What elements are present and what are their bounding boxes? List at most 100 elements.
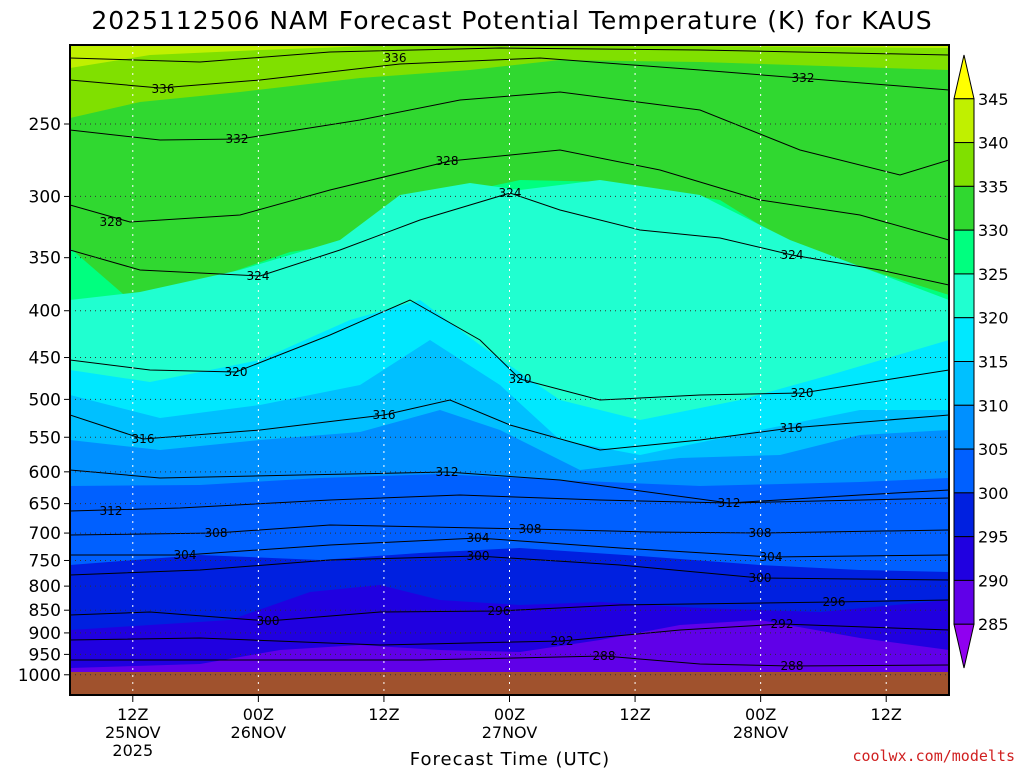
y-tick-label: 400 — [29, 302, 61, 322]
contour-label: 292 — [551, 634, 574, 648]
colorbar-swatch — [953, 536, 975, 581]
colorbar-swatch — [953, 185, 975, 231]
contour-label: 336 — [384, 51, 407, 65]
contour-label: 288 — [781, 659, 804, 673]
contour-label: 332 — [792, 71, 815, 85]
colorbar-label: 305 — [978, 440, 1009, 459]
contour-label: 304 — [467, 531, 490, 545]
colorbar-label: 310 — [978, 396, 1009, 415]
contour-label: 296 — [823, 595, 846, 609]
colorbar-swatch — [953, 317, 975, 363]
colorbar-label: 290 — [978, 571, 1009, 590]
y-axis: 250 300 350 400 450 500 550 600 650 700 750 800 850 9… — [18, 115, 70, 686]
contour-line — [70, 599, 949, 622]
contour-line — [70, 494, 949, 512]
y-tick-label: 300 — [29, 187, 61, 207]
contour-line — [70, 469, 949, 504]
contour-line — [70, 399, 949, 451]
y-tick-label: 700 — [29, 524, 61, 544]
contour-label: 320 — [225, 365, 248, 379]
y-tick-label: 850 — [29, 601, 61, 621]
colorbar-swatch — [953, 273, 975, 319]
contour-line — [70, 555, 949, 581]
contour-label: 292 — [771, 617, 794, 631]
x-tick-label: 12Z — [871, 705, 902, 724]
contour-label: 332 — [226, 132, 249, 146]
contour-line — [70, 299, 949, 401]
colorbar-cap — [953, 54, 975, 100]
contour-label: 304 — [174, 548, 197, 562]
contour-line — [70, 47, 949, 63]
x-tick-label: 00Z — [745, 705, 776, 724]
contour-label: 300 — [749, 571, 772, 585]
y-tick-label: 1000 — [18, 666, 61, 686]
temperature-bands — [70, 45, 949, 695]
credit-link[interactable]: coolwx.com/modelts — [852, 747, 1015, 765]
colorbar-label: 315 — [978, 353, 1009, 372]
y-tick-label: 650 — [29, 495, 61, 515]
contour-label: 308 — [519, 522, 542, 536]
contour-line — [70, 537, 949, 558]
colorbar-swatch — [953, 142, 975, 187]
x-tick-label: 26NOV — [231, 723, 287, 742]
contour-label: 316 — [780, 421, 803, 435]
contour-label: 312 — [436, 465, 459, 479]
colorbar-cap — [953, 623, 975, 669]
colorbar-label: 340 — [978, 134, 1009, 153]
contour-label: 316 — [373, 408, 396, 422]
x-tick-label: 25NOV — [105, 723, 161, 742]
colorbar-swatch — [953, 229, 975, 275]
colorbar-swatch — [953, 404, 975, 450]
contour-label: 312 — [100, 504, 123, 518]
y-tick-label: 750 — [29, 551, 61, 571]
y-tick-label: 500 — [29, 390, 61, 410]
contour-line — [70, 149, 949, 241]
y-tick-label: 250 — [29, 115, 61, 135]
contour-label: 308 — [205, 526, 228, 540]
contour-label: 328 — [100, 215, 123, 229]
contour-label: 312 — [718, 496, 741, 510]
y-tick-label: 900 — [29, 624, 61, 644]
y-tick-label: 350 — [29, 249, 61, 269]
y-tick-label: 600 — [29, 463, 61, 483]
contour-label: 328 — [436, 154, 459, 168]
colorbar-label: 330 — [978, 221, 1009, 240]
contour-label: 336 — [152, 82, 175, 96]
colorbar-label: 320 — [978, 309, 1009, 328]
colorbar-swatch — [953, 98, 975, 144]
chart-title: 2025112506 NAM Forecast Potential Temper… — [91, 6, 932, 35]
x-tick-label: 00Z — [494, 705, 525, 724]
x-axis-title: Forecast Time (UTC) — [410, 749, 610, 768]
colorbar-label: 335 — [978, 177, 1009, 196]
colorbar-label: 300 — [978, 484, 1009, 503]
contour-label: 300 — [467, 549, 490, 563]
colorbar-swatch — [953, 448, 975, 494]
contour-label: 288 — [593, 649, 616, 663]
contour-line — [70, 192, 949, 286]
contour-label: 296 — [488, 604, 511, 618]
contour-labels: 336 336 332 332 328 328 324 324 324 320 320 320 316 3… — [100, 51, 846, 673]
x-tick-label: 12Z — [368, 705, 399, 724]
plot-area: 336 336 332 332 328 328 324 324 324 320 320 320 316 3… — [70, 45, 949, 695]
colorbar-swatch — [953, 579, 975, 625]
y-tick-label: 550 — [29, 428, 61, 448]
contour-line — [70, 655, 949, 667]
contour-label: 300 — [257, 614, 280, 628]
contour-label: 316 — [132, 432, 155, 446]
x-tick-label: 2025 — [112, 741, 153, 760]
contour-label: 304 — [760, 550, 783, 564]
y-tick-label: 950 — [29, 645, 61, 665]
contour-label: 320 — [791, 386, 814, 400]
y-tick-label: 450 — [29, 349, 61, 369]
contour-label: 308 — [749, 526, 772, 540]
x-tick-label: 12Z — [117, 705, 148, 724]
contour-label: 324 — [781, 248, 804, 262]
y-tick-label: 800 — [29, 577, 61, 597]
contour-line — [70, 623, 949, 646]
colorbar-label: 295 — [978, 528, 1009, 547]
colorbar-swatch — [953, 361, 975, 406]
colorbar-label: 325 — [978, 265, 1009, 284]
x-tick-label: 27NOV — [482, 723, 538, 742]
